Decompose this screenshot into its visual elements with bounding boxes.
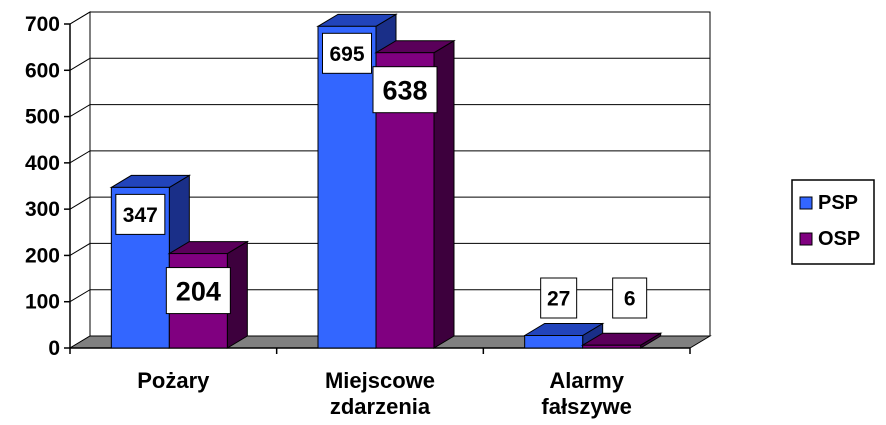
data-label-box (322, 32, 372, 74)
y-tick-label: 700 (25, 13, 60, 36)
x-category-label: zdarzenia (330, 394, 431, 419)
bar-psp (524, 335, 584, 349)
gridline (69, 150, 710, 164)
bar-psp (317, 25, 377, 349)
data-label: 27 (547, 288, 570, 311)
side-wall (69, 11, 91, 349)
legend-label-psp: PSP (818, 192, 858, 214)
data-label: 204 (176, 276, 221, 306)
x-category-label: Alarmy (549, 368, 624, 393)
gridlines (69, 11, 710, 303)
gridline (69, 57, 710, 71)
y-tick-label: 400 (25, 152, 60, 175)
gridline (69, 104, 710, 118)
y-tick-label: 100 (25, 291, 60, 314)
data-label-box (540, 277, 578, 319)
data-label-box (612, 277, 648, 319)
y-tick-label: 200 (25, 244, 60, 267)
axes: 0 100 200 300 400 500 600 700 Pożary Miejscowezda… (25, 13, 691, 419)
legend[interactable]: PSP OSP (791, 179, 875, 265)
x-category-label: Miejscowe (325, 368, 435, 393)
gridline (69, 289, 710, 303)
data-label: 6 (624, 288, 636, 311)
gridline (69, 196, 710, 210)
y-tick-label: 0 (48, 337, 60, 360)
data-label: 638 (382, 75, 427, 105)
legend-swatch-psp (799, 196, 813, 210)
x-category-label: fałszywe (541, 394, 632, 419)
gridline (69, 242, 710, 256)
data-label-box (115, 193, 166, 235)
data-labels: 347 204 695 638 27 6 (115, 32, 648, 319)
gridline (69, 11, 710, 25)
y-tick-label: 600 (25, 59, 60, 82)
legend-box (791, 179, 875, 265)
data-label: 695 (329, 43, 364, 66)
data-label: 347 (123, 204, 158, 227)
data-label-box (372, 66, 438, 114)
data-label-box (165, 267, 231, 315)
bar-osp (582, 344, 642, 349)
y-tick-label: 300 (25, 198, 60, 221)
legend-swatch-osp (799, 232, 813, 246)
legend-label-osp: OSP (818, 228, 860, 250)
x-category-label: Pożary (137, 368, 210, 393)
y-tick-label: 500 (25, 106, 60, 129)
